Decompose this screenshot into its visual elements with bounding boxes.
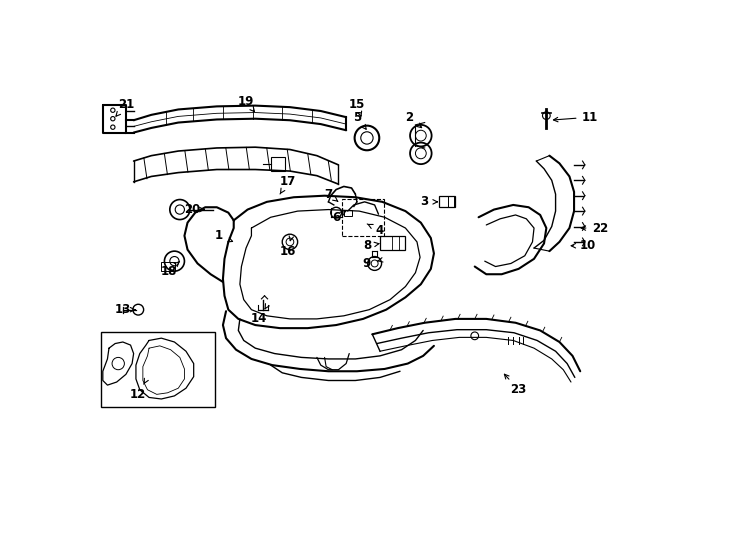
Bar xyxy=(344,210,352,215)
Text: 4: 4 xyxy=(376,224,384,237)
Bar xyxy=(341,199,384,236)
Text: 13: 13 xyxy=(115,303,131,316)
Text: 11: 11 xyxy=(582,111,598,124)
Text: 9: 9 xyxy=(363,257,371,270)
Text: 12: 12 xyxy=(130,388,146,401)
Text: 19: 19 xyxy=(238,95,254,108)
Text: 1: 1 xyxy=(214,230,222,242)
Text: 6: 6 xyxy=(332,211,341,224)
Text: 5: 5 xyxy=(353,111,361,124)
Bar xyxy=(161,262,175,271)
Text: 8: 8 xyxy=(363,239,371,252)
Text: 14: 14 xyxy=(251,313,267,326)
Text: 23: 23 xyxy=(511,383,527,396)
Text: 10: 10 xyxy=(580,239,596,252)
Bar xyxy=(101,332,215,408)
Text: 7: 7 xyxy=(324,188,333,201)
Text: 16: 16 xyxy=(280,245,296,258)
Text: 20: 20 xyxy=(184,203,200,216)
Text: 22: 22 xyxy=(592,221,608,234)
Text: 21: 21 xyxy=(117,98,134,111)
Text: 15: 15 xyxy=(349,98,365,111)
Bar xyxy=(271,157,285,171)
Text: 3: 3 xyxy=(421,195,429,208)
Bar xyxy=(438,197,456,207)
Bar xyxy=(380,236,404,249)
Text: 2: 2 xyxy=(405,111,413,124)
Text: 17: 17 xyxy=(280,176,296,188)
Text: 18: 18 xyxy=(161,265,177,278)
